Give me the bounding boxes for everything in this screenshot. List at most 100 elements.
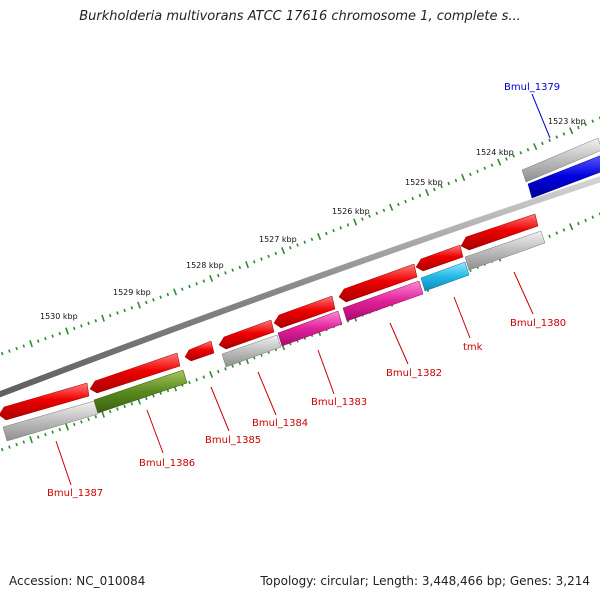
gene-feature-tmk[interactable] [420, 261, 470, 292]
outer-scale-tick [274, 251, 278, 256]
inner-scale-tick [94, 415, 98, 419]
gene-label-1380[interactable]: Bmul_1380 [510, 318, 566, 329]
gene-feature-1383[interactable] [277, 310, 343, 347]
outer-scale-tick [29, 340, 33, 348]
outer-scale-tick [526, 147, 530, 152]
cds-feature-1383[interactable] [273, 295, 336, 329]
inner-scale-tick [87, 417, 90, 422]
inner-scale-tick [231, 364, 234, 368]
leader-1383 [317, 349, 335, 395]
cds-feature-1380[interactable] [460, 213, 539, 251]
outer-scale-tick [303, 240, 307, 244]
outer-scale-tick [267, 254, 270, 258]
leader-1382 [389, 322, 409, 365]
outer-scale-tick [173, 288, 178, 296]
gene-feature-1379-grey[interactable] [521, 137, 600, 183]
outer-scale-tick [152, 298, 155, 302]
inner-scale-tick [209, 370, 214, 378]
gene-feature-1387[interactable] [2, 400, 99, 442]
outer-scale-tick [51, 334, 54, 338]
gene-label-1384[interactable]: Bmul_1384 [252, 418, 308, 429]
cds-feature-tmk[interactable] [415, 244, 464, 272]
outer-scale-tick [87, 321, 90, 326]
outer-scale-tick [180, 287, 184, 291]
outer-scale-tick [202, 279, 206, 283]
outer-scale-tick [425, 188, 430, 197]
cds-feature-1386[interactable] [89, 352, 181, 394]
outer-scale-tick [144, 300, 148, 305]
inner-scale-tick [216, 369, 220, 374]
cds-feature-1382[interactable] [338, 263, 418, 303]
outer-scale-tick [36, 339, 40, 343]
inner-scale-tick [123, 404, 126, 409]
scale-label-1528: 1528 kbp [186, 261, 224, 270]
cds-feature-1387[interactable] [0, 382, 90, 421]
leader-1380 [513, 271, 534, 315]
scale-label-1529: 1529 kbp [113, 288, 151, 297]
outer-scale-tick [447, 181, 451, 186]
outer-scale-tick [440, 184, 443, 189]
genome-summary-text: Topology: circular; Length: 3,448,466 bp… [260, 574, 590, 588]
outer-scale-tick [375, 211, 379, 215]
outer-scale-tick [411, 196, 415, 201]
outer-scale-tick [58, 331, 62, 336]
gene-feature-1384[interactable] [221, 334, 282, 368]
inner-scale-tick [188, 380, 191, 385]
leader-1387 [55, 440, 72, 486]
inner-scale-tick [29, 436, 33, 444]
inner-scale-tick [8, 445, 11, 449]
outer-scale-tick [260, 257, 263, 261]
inner-scale-tick [51, 430, 54, 434]
gene-feature-1386[interactable] [93, 369, 188, 414]
outer-scale-tick [281, 247, 286, 255]
accession-text: Accession: NC_010084 [9, 574, 146, 588]
inner-scale-tick [72, 422, 76, 427]
inner-scale-tick [144, 396, 148, 401]
inner-scale-tick [152, 394, 155, 398]
outer-scale-tick [224, 271, 227, 275]
outer-scale-tick [519, 151, 523, 155]
gene-feature-1380[interactable] [464, 230, 546, 271]
outer-scale-tick [15, 346, 18, 351]
outer-scale-tick [591, 119, 595, 123]
outer-scale-tick [209, 274, 214, 282]
outer-scale-tick [231, 268, 234, 272]
inner-scale-tick [58, 427, 62, 432]
gene-feature-1382[interactable] [342, 280, 424, 322]
inner-scale-tick [569, 223, 574, 231]
outer-scale-tick [361, 217, 364, 221]
cds-feature-1385[interactable] [184, 340, 215, 362]
inner-scale-tick [548, 234, 551, 239]
gene-label-1385[interactable]: Bmul_1385 [205, 435, 261, 446]
map-title: Burkholderia multivorans ATCC 17616 chro… [79, 9, 521, 24]
outer-scale-tick [123, 308, 126, 313]
outer-scale-tick [469, 172, 472, 177]
inner-scale-tick [238, 361, 242, 366]
inner-scale-tick [80, 420, 83, 424]
outer-scale-tick [116, 311, 119, 315]
outer-scale-tick [397, 202, 400, 207]
gene-label-1382[interactable]: Bmul_1382 [386, 368, 442, 379]
inner-scale-tick [108, 409, 112, 414]
inner-scale-tick [577, 221, 580, 226]
outer-scale-tick [541, 141, 544, 146]
scale-label-1530: 1530 kbp [40, 312, 78, 321]
gene-label-1386[interactable]: Bmul_1386 [139, 458, 195, 469]
gene-label-1379[interactable]: Bmul_1379 [504, 82, 560, 93]
cds-feature-1384[interactable] [218, 319, 275, 350]
outer-scale-tick [252, 260, 256, 264]
gene-label-tmk[interactable]: tmk [463, 342, 483, 353]
gene-feature-1379[interactable] [527, 155, 600, 199]
outer-scale-tick [404, 199, 407, 204]
outer-scale-tick [137, 301, 141, 309]
inner-scale-tick [195, 378, 198, 382]
outer-scale-tick [454, 178, 458, 183]
outer-scale-tick [555, 135, 559, 139]
gene-label-1383[interactable]: Bmul_1383 [311, 397, 367, 408]
gene-labels: Bmul_1379 Bmul_1380 tmk Bmul_1382 Bmul_1… [47, 82, 566, 499]
outer-scale-tick [195, 282, 198, 286]
outer-scale-tick [382, 208, 386, 213]
inner-scale-tick [562, 228, 566, 232]
gene-label-1387[interactable]: Bmul_1387 [47, 488, 103, 499]
scale-label-1523: 1523 kbp [548, 117, 586, 126]
